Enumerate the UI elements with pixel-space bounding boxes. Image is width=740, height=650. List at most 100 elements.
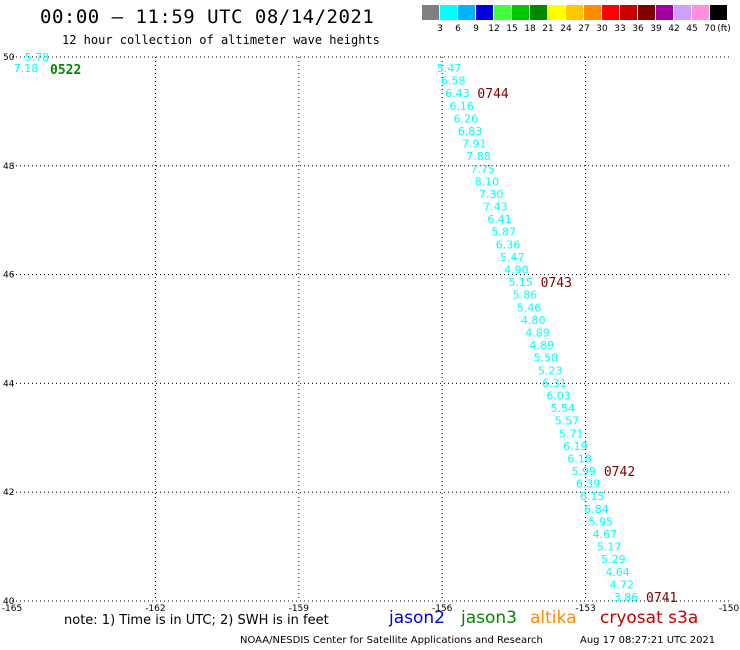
legend-swatch bbox=[440, 5, 457, 20]
swh-value: 4.67 bbox=[593, 528, 618, 541]
swh-value: 4.72 bbox=[610, 578, 635, 591]
legend-swatch bbox=[584, 5, 601, 20]
map-title: 00:00 – 11:59 UTC 08/14/2021 bbox=[40, 6, 375, 28]
swh-value: 6.43 bbox=[445, 87, 470, 100]
swh-value: 6.19 bbox=[563, 440, 588, 453]
units-note: note: 1) Time is in UTC; 2) SWH is in fe… bbox=[64, 613, 329, 628]
legend-unit: (ft) bbox=[717, 24, 731, 34]
swh-value: 4.90 bbox=[504, 264, 529, 277]
lon-tick-label: -150 bbox=[719, 604, 740, 614]
swh-value: 8.10 bbox=[475, 175, 500, 188]
map-axes: -165 -162 -159 -156 -153 -150 50 48 46 44 42 40 bbox=[2, 53, 740, 614]
legend-label: 18 bbox=[524, 24, 536, 34]
swh-value: 7.91 bbox=[462, 138, 487, 151]
legend-swatch bbox=[476, 5, 493, 20]
legend-swatch bbox=[656, 5, 673, 20]
swh-value: 5.58 bbox=[534, 352, 559, 365]
swh-value: 6.31 bbox=[542, 377, 567, 390]
pass-time-label: 0741 bbox=[646, 591, 677, 606]
legend-swatch bbox=[548, 5, 565, 20]
legend-label: 33 bbox=[614, 24, 626, 34]
legend-label: 21 bbox=[542, 24, 554, 34]
legend-label: 6 bbox=[455, 24, 461, 34]
legend-swatch bbox=[422, 5, 439, 20]
legend-swatch bbox=[692, 5, 709, 20]
legend-label: 9 bbox=[473, 24, 479, 34]
legend-label: 30 bbox=[596, 24, 608, 34]
legend-jason2: jason2 bbox=[389, 608, 445, 628]
swh-value: 5.47 bbox=[500, 251, 525, 264]
pass-time-label: 0522 bbox=[50, 63, 81, 78]
legend-swatch bbox=[458, 5, 475, 20]
map-subtitle: 12 hour collection of altimeter wave hei… bbox=[62, 33, 380, 47]
legend-altika: altika bbox=[530, 608, 577, 628]
swh-value: 5.87 bbox=[492, 226, 517, 239]
legend-label: 36 bbox=[632, 24, 644, 34]
legend-swatch bbox=[602, 5, 619, 20]
lat-tick-label: 50 bbox=[3, 53, 15, 63]
pass-time-label: 0743 bbox=[541, 276, 572, 291]
swh-value: 5.54 bbox=[551, 402, 576, 415]
swh-value: 4.89 bbox=[529, 339, 554, 352]
legend-swatch bbox=[710, 5, 727, 20]
generated-timestamp: Aug 17 08:27:21 UTC 2021 bbox=[580, 635, 716, 646]
swh-value: 6.18 bbox=[567, 452, 592, 465]
swh-value: 5.46 bbox=[517, 301, 542, 314]
legend-label: 24 bbox=[560, 24, 572, 34]
legend-label: 27 bbox=[578, 24, 590, 34]
swh-value: 6.36 bbox=[496, 238, 521, 251]
swh-value: 6.15 bbox=[580, 490, 605, 503]
pass-time-label: 0742 bbox=[604, 465, 635, 480]
lat-tick-label: 44 bbox=[3, 379, 15, 389]
swh-value: 6.41 bbox=[487, 213, 512, 226]
lat-tick-label: 46 bbox=[3, 271, 15, 281]
legend-label: 15 bbox=[506, 24, 518, 34]
legend-swatch bbox=[620, 5, 637, 20]
swh-value: 5.78 bbox=[25, 51, 50, 64]
swh-value: 4.64 bbox=[605, 566, 630, 579]
swh-value: 3.86 bbox=[614, 591, 639, 604]
swh-value: 6.03 bbox=[546, 389, 571, 402]
lon-tick-label: -156 bbox=[432, 604, 453, 614]
swh-value: 5.15 bbox=[508, 276, 533, 289]
swh-value: 5.71 bbox=[559, 427, 584, 440]
legend-swatch bbox=[638, 5, 655, 20]
legend-label: 12 bbox=[488, 24, 500, 34]
legend-swatch bbox=[566, 5, 583, 20]
legend-label: 42 bbox=[668, 24, 680, 34]
swh-value: 6.39 bbox=[576, 478, 601, 491]
satellite-tracks: 5.787.18 0522 5.47 6.586.436.166.266.837.91… bbox=[14, 51, 678, 606]
lat-tick-label: 40 bbox=[3, 597, 15, 607]
legend-cryosat-s3a: cryosat s3a bbox=[600, 608, 699, 628]
map-grid bbox=[12, 56, 729, 602]
lon-tick-label: -162 bbox=[145, 604, 165, 614]
swh-value: 5.17 bbox=[597, 541, 622, 554]
swh-value: 6.58 bbox=[441, 75, 466, 88]
swh-value: 7.43 bbox=[483, 201, 508, 214]
swh-value: 4.80 bbox=[521, 314, 546, 327]
swh-value: 5.86 bbox=[513, 289, 538, 302]
swh-value: 7.18 bbox=[14, 62, 39, 75]
swh-value: 5.95 bbox=[588, 515, 613, 528]
swh-value: 5.29 bbox=[601, 553, 626, 566]
lon-tick-label: -165 bbox=[2, 604, 22, 614]
legend-label: 3 bbox=[437, 24, 443, 34]
swh-value: 6.83 bbox=[458, 125, 483, 138]
lon-tick-label: -153 bbox=[575, 604, 595, 614]
swh-value: 6.26 bbox=[454, 112, 479, 125]
lat-tick-label: 42 bbox=[3, 488, 14, 498]
legend-jason3: jason3 bbox=[461, 608, 517, 628]
credit-line: NOAA/NESDIS Center for Satellite Applica… bbox=[240, 635, 543, 646]
legend-label: 70 bbox=[704, 24, 716, 34]
lon-tick-label: -159 bbox=[289, 604, 310, 614]
pass-time-label: 0744 bbox=[477, 87, 508, 102]
swh-value: 7.30 bbox=[479, 188, 504, 201]
swh-value: 6.16 bbox=[449, 100, 474, 113]
legend-label: 39 bbox=[650, 24, 662, 34]
legend-swatch bbox=[494, 5, 511, 20]
swh-value: 4.89 bbox=[525, 327, 550, 340]
swh-value: 6.84 bbox=[584, 503, 609, 516]
legend-label: 45 bbox=[686, 24, 698, 34]
legend-swatch bbox=[512, 5, 529, 20]
